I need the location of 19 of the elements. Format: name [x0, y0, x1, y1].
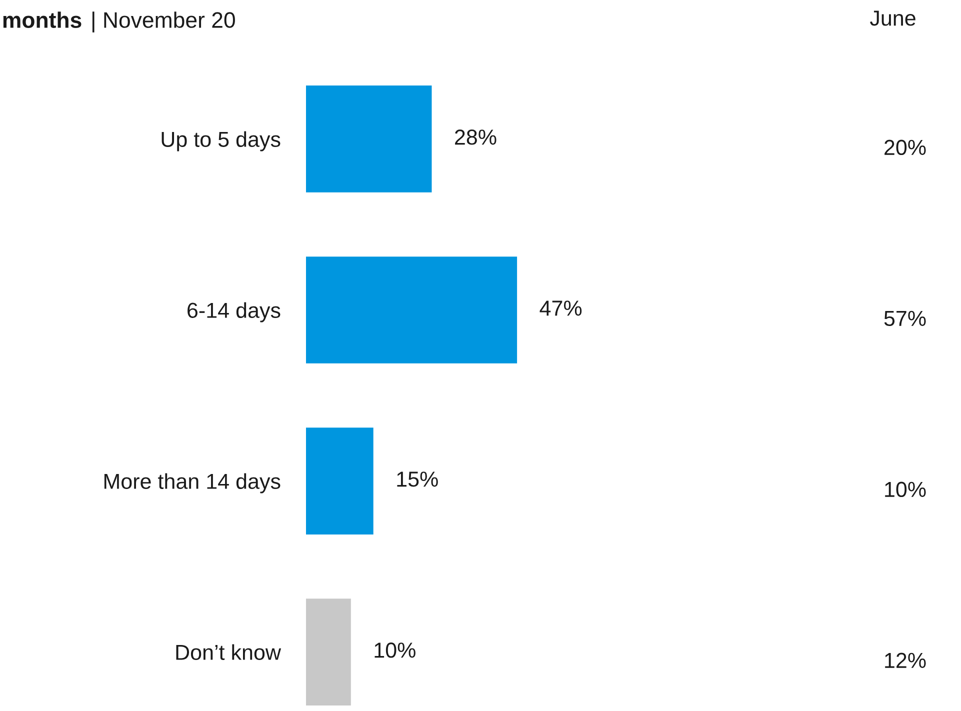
y-tick-label: Don’t know	[176, 644, 282, 660]
y-tick-label: Up to 5 days	[162, 131, 280, 152]
bar	[306, 256, 518, 364]
text: months	[3, 12, 82, 28]
chart-subtitle: | November 20	[92, 12, 235, 32]
text: 57%	[884, 310, 926, 326]
bar	[306, 428, 374, 534]
bar	[306, 598, 351, 706]
text: 20%	[884, 140, 926, 156]
text: 10%	[885, 482, 926, 498]
y-tick-label: More than 14 days	[104, 473, 280, 494]
text: June	[870, 10, 916, 26]
data-label: 47%	[540, 300, 582, 316]
y-tick-label: 6-14 days	[188, 302, 280, 322]
data-label: 15%	[397, 472, 438, 487]
data-label: 10%	[374, 642, 416, 658]
bar	[306, 86, 432, 192]
data-label: 28%	[455, 130, 496, 145]
text: 12%	[885, 652, 926, 668]
